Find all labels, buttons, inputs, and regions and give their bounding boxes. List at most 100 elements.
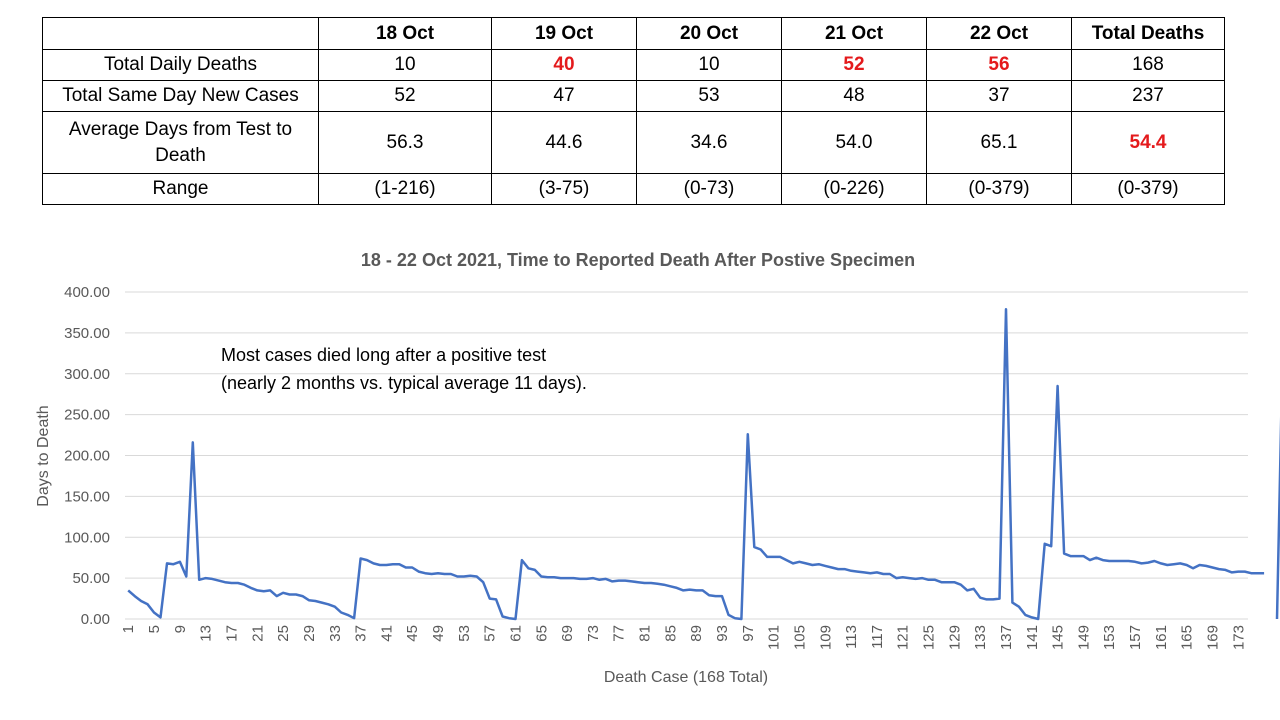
- x-tick-label: 25: [275, 625, 292, 642]
- y-tick-label: 350.00: [64, 325, 110, 342]
- x-tick-label: 113: [843, 625, 860, 649]
- x-tick-label: 5: [146, 625, 163, 633]
- x-tick-label: 89: [688, 625, 705, 642]
- y-tick-label: 400.00: [64, 284, 110, 301]
- chart-title: 18 - 22 Oct 2021, Time to Reported Death…: [361, 250, 915, 270]
- x-tick-label: 81: [637, 625, 654, 642]
- table-cell: 34.6: [636, 111, 782, 174]
- table-row: Average Days from Test to Death 56.3 44.…: [42, 111, 1225, 174]
- table-cell: 40: [491, 49, 637, 81]
- row-label: Total Daily Deaths: [42, 49, 319, 81]
- annotation-line-1: Most cases died long after a positive te…: [221, 345, 546, 365]
- table-header-row: 18 Oct 19 Oct 20 Oct 21 Oct 22 Oct Total…: [42, 17, 1225, 50]
- table-cell: 54.0: [781, 111, 927, 174]
- x-tick-label: 13: [198, 625, 215, 642]
- table-cell: 56.3: [318, 111, 492, 174]
- x-tick-label: 121: [895, 625, 912, 650]
- table-cell: 53: [636, 80, 782, 112]
- series-line: [127, 307, 1265, 621]
- header-cell: 18 Oct: [318, 17, 492, 50]
- y-tick-label: 0.00: [81, 611, 110, 628]
- x-axis-label: Death Case (168 Total): [604, 669, 768, 686]
- table-cell: 10: [636, 49, 782, 81]
- row-label: Total Same Day New Cases: [42, 80, 319, 112]
- x-tick-label: 1: [120, 625, 137, 633]
- table-row: Range (1-216) (3-75) (0-73) (0-226) (0-3…: [42, 173, 1225, 205]
- x-tick-label: 105: [791, 625, 808, 650]
- table-cell: 44.6: [491, 111, 637, 174]
- table-row: Total Daily Deaths 10 40 10 52 56 168: [42, 49, 1225, 81]
- x-tick-label: 149: [1075, 625, 1092, 650]
- table-cell: (1-216): [318, 173, 492, 205]
- x-tick-label: 97: [740, 625, 757, 642]
- row-label: Average Days from Test to Death: [42, 111, 319, 174]
- table-cell: (0-379): [926, 173, 1072, 205]
- header-cell: 22 Oct: [926, 17, 1072, 50]
- table-cell: 168: [1071, 49, 1225, 81]
- y-tick-label: 250.00: [64, 407, 110, 424]
- x-tick-label: 129: [946, 625, 963, 650]
- x-tick-label: 137: [998, 625, 1015, 650]
- x-tick-label: 85: [662, 625, 679, 642]
- y-tick-label: 300.00: [64, 366, 110, 383]
- x-tick-label: 169: [1205, 625, 1222, 650]
- table-cell: 54.4: [1071, 111, 1225, 174]
- x-tick-label: 21: [249, 625, 266, 642]
- table-cell: 65.1: [926, 111, 1072, 174]
- x-tick-label: 65: [533, 625, 550, 642]
- x-tick-label: 157: [1127, 625, 1144, 650]
- y-tick-label: 100.00: [64, 529, 110, 546]
- table-cell: 47: [491, 80, 637, 112]
- summary-table: 18 Oct 19 Oct 20 Oct 21 Oct 22 Oct Total…: [42, 17, 1225, 205]
- x-tick-label: 133: [972, 625, 989, 650]
- x-tick-label: 45: [404, 625, 421, 642]
- y-tick-label: 50.00: [72, 570, 110, 587]
- table-cell: 56: [926, 49, 1072, 81]
- table-cell: 48: [781, 80, 927, 112]
- y-tick-label: 200.00: [64, 448, 110, 465]
- annotation-line-2: (nearly 2 months vs. typical average 11 …: [221, 373, 587, 393]
- table-cell: 10: [318, 49, 492, 81]
- x-tick-label: 61: [507, 625, 524, 642]
- y-tick-label: 150.00: [64, 488, 110, 505]
- table-cell: 237: [1071, 80, 1225, 112]
- x-tick-label: 57: [482, 625, 499, 642]
- table-cell: (0-73): [636, 173, 782, 205]
- table-cell: (3-75): [491, 173, 637, 205]
- line-chart: 0.00 50.00 100.00 150.00 200.00 250.00 300.00 3…: [35, 250, 1280, 686]
- header-cell: 20 Oct: [636, 17, 782, 50]
- x-tick-label: 9: [172, 625, 189, 633]
- x-tick-label: 173: [1230, 625, 1247, 650]
- x-axis-ticks: 1 5 9 13 17 21 25 29 33 37 41 45 49 53 57 61 65 69 73 77 81 8…: [120, 625, 1247, 650]
- x-tick-label: 73: [585, 625, 602, 642]
- x-tick-label: 69: [559, 625, 576, 642]
- gridlines: [125, 291, 1248, 620]
- row-label: Range: [42, 173, 319, 205]
- header-cell: [42, 17, 319, 50]
- x-tick-label: 77: [611, 625, 628, 642]
- header-cell: Total Deaths: [1071, 17, 1225, 50]
- x-tick-label: 161: [1153, 625, 1170, 650]
- table-cell: (0-226): [781, 173, 927, 205]
- x-tick-label: 109: [817, 625, 834, 650]
- table-row: Total Same Day New Cases 52 47 53 48 37 …: [42, 80, 1225, 112]
- x-tick-label: 141: [1024, 625, 1041, 650]
- y-axis-ticks: 0.00 50.00 100.00 150.00 200.00 250.00 300.00 3…: [64, 284, 110, 628]
- header-cell: 21 Oct: [781, 17, 927, 50]
- x-tick-label: 53: [456, 625, 473, 642]
- x-tick-label: 29: [301, 625, 318, 642]
- x-tick-label: 49: [430, 625, 447, 642]
- y-axis-label: Days to Death: [35, 405, 52, 506]
- x-tick-label: 165: [1179, 625, 1196, 650]
- x-tick-label: 117: [869, 625, 886, 649]
- header-cell: 19 Oct: [491, 17, 637, 50]
- x-tick-label: 17: [223, 625, 240, 642]
- series-line-group: [127, 307, 1280, 621]
- x-tick-label: 101: [766, 625, 783, 650]
- table-cell: 52: [318, 80, 492, 112]
- x-tick-label: 33: [327, 625, 344, 642]
- x-tick-label: 153: [1101, 625, 1118, 650]
- x-tick-label: 41: [378, 625, 395, 642]
- x-tick-label: 125: [921, 625, 938, 650]
- table-cell: 52: [781, 49, 927, 81]
